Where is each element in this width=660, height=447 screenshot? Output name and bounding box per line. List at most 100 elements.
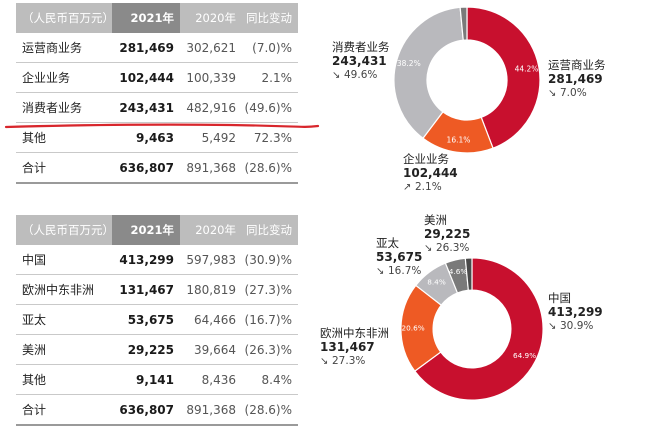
callout-value: 413,299 [548, 305, 603, 319]
callout-americas: 美洲 29,225 ↘ 26.3% [424, 213, 470, 256]
table-row: 其他 9,141 8,436 8.4% [16, 365, 298, 395]
callout-consumer: 消费者业务 243,431 ↘ 49.6% [332, 40, 390, 83]
value-change: 2.1% [261, 70, 293, 85]
table-row: 企业业务 102,444 100,339 2.1% [16, 63, 298, 93]
row-label: 企业业务 [22, 71, 71, 85]
value-change: (16.7)% [244, 312, 292, 327]
row-label: 合计 [22, 403, 47, 417]
value-2021: 29,225 [127, 342, 174, 357]
value-2020: 180,819 [186, 282, 236, 297]
value-2020: 100,339 [186, 70, 236, 85]
business-donut-chart: 44.2% 16.1% 38.2% [393, 6, 541, 154]
value-2021: 53,675 [127, 312, 174, 327]
value-2021: 131,467 [119, 282, 174, 297]
value-2020: 8,436 [201, 372, 236, 387]
donut-slice-4 [464, 257, 473, 291]
value-2020: 302,621 [186, 40, 236, 55]
callout-change: 26.3% [436, 242, 470, 254]
value-2021: 413,299 [119, 252, 174, 267]
callout-value: 53,675 [376, 250, 423, 264]
table-row: 中国 413,299 597,983 (30.9)% [16, 245, 298, 275]
row-label: 中国 [22, 253, 47, 267]
value-change: 8.4% [261, 372, 293, 387]
slice-label: 4.6% [449, 267, 468, 276]
value-change: (27.3)% [244, 282, 292, 297]
donut-slice-0 [413, 257, 544, 401]
business-segment-table: （人民币百万元） 2021年 2020年 同比变动 运营商业务 281,469 30… [16, 3, 298, 184]
row-label: 合计 [22, 161, 47, 175]
table-row: 其他 9,463 5,492 72.3% [16, 123, 298, 153]
header-unit: （人民币百万元） [22, 11, 114, 25]
slice-label: 20.6% [402, 324, 425, 333]
value-change: (7.0)% [252, 40, 292, 55]
callout-apac: 亚太 53,675 ↘ 16.7% [376, 236, 422, 279]
value-2020: 64,466 [194, 312, 236, 327]
callout-label: 欧洲中东非洲 [320, 326, 389, 340]
value-change: (28.6)% [244, 402, 292, 417]
arrow-down-icon: ↘ [548, 321, 557, 332]
value-change: (28.6)% [244, 160, 292, 175]
value-change: (49.6)% [244, 100, 292, 115]
arrow-down-icon: ↘ [424, 243, 433, 254]
table-row: 亚太 53,675 64,466 (16.7)% [16, 305, 298, 335]
callout-change: 2.1% [415, 181, 442, 193]
value-2020: 597,983 [186, 252, 236, 267]
callout-change: 27.3% [332, 355, 366, 367]
callout-emea: 欧洲中东非洲 131,467 ↘ 27.3% [320, 326, 389, 369]
header-change: 同比变动 [246, 11, 292, 25]
callout-carrier: 运营商业务 281,469 ↘ 7.0% [548, 58, 606, 101]
value-change: 72.3% [253, 130, 292, 145]
table-row: 运营商业务 281,469 302,621 (7.0)% [16, 33, 298, 63]
value-2020: 891,368 [186, 160, 236, 175]
callout-label: 运营商业务 [548, 58, 606, 72]
callout-label: 消费者业务 [332, 40, 390, 54]
value-2020: 5,492 [201, 130, 236, 145]
value-2021: 243,431 [119, 100, 174, 115]
callout-value: 243,431 [332, 54, 387, 68]
value-2021: 102,444 [119, 70, 174, 85]
callout-label: 企业业务 [403, 152, 449, 166]
row-label: 运营商业务 [22, 41, 83, 55]
callout-china: 中国 413,299 ↘ 30.9% [548, 291, 603, 334]
row-label: 其他 [22, 373, 47, 387]
value-2020: 482,916 [186, 100, 236, 115]
header-2020: 2020年 [195, 223, 236, 237]
row-label: 其他 [22, 131, 47, 145]
table-row: 欧洲中东非洲 131,467 180,819 (27.3)% [16, 275, 298, 305]
arrow-up-icon: ↗ [403, 182, 412, 193]
slice-label: 64.9% [513, 351, 536, 360]
value-2021: 636,807 [119, 402, 174, 417]
region-donut-chart: 64.9% 20.6% 8.4%4.6% [400, 257, 544, 401]
value-2020: 891,368 [186, 402, 236, 417]
callout-change: 16.7% [388, 265, 422, 277]
table-row: 消费者业务 243,431 482,916 (49.6)% [16, 93, 298, 123]
callout-enterprise: 企业业务 102,444 ↗ 2.1% [403, 152, 458, 195]
slice-label: 38.2% [397, 59, 421, 68]
table-row: 合计 636,807 891,368 (28.6)% [16, 153, 298, 184]
value-2021: 636,807 [119, 160, 174, 175]
value-2020: 39,664 [194, 342, 236, 357]
donut-slice-2 [393, 6, 464, 140]
header-2020: 2020年 [195, 11, 236, 25]
header-unit: （人民币百万元） [22, 223, 114, 237]
slice-label: 16.1% [447, 135, 471, 144]
arrow-down-icon: ↘ [376, 266, 385, 277]
callout-change: 49.6% [344, 69, 378, 81]
row-label: 消费者业务 [22, 101, 83, 115]
table-row: 合计 636,807 891,368 (28.6)% [16, 395, 298, 426]
callout-value: 29,225 [424, 227, 471, 241]
callout-label: 美洲 [424, 213, 447, 227]
table-header: （人民币百万元） 2021年 2020年 同比变动 [16, 215, 298, 245]
table-row: 美洲 29,225 39,664 (26.3)% [16, 335, 298, 365]
callout-value: 131,467 [320, 340, 375, 354]
callout-change: 7.0% [560, 87, 587, 99]
value-change: (26.3)% [244, 342, 292, 357]
row-label: 美洲 [22, 343, 47, 357]
value-2021: 281,469 [119, 40, 174, 55]
callout-label: 中国 [548, 291, 571, 305]
donut-slice-3 [459, 6, 468, 41]
callout-label: 亚太 [376, 236, 399, 250]
arrow-down-icon: ↘ [548, 88, 557, 99]
row-label: 亚太 [22, 313, 47, 327]
value-2021: 9,463 [136, 130, 174, 145]
